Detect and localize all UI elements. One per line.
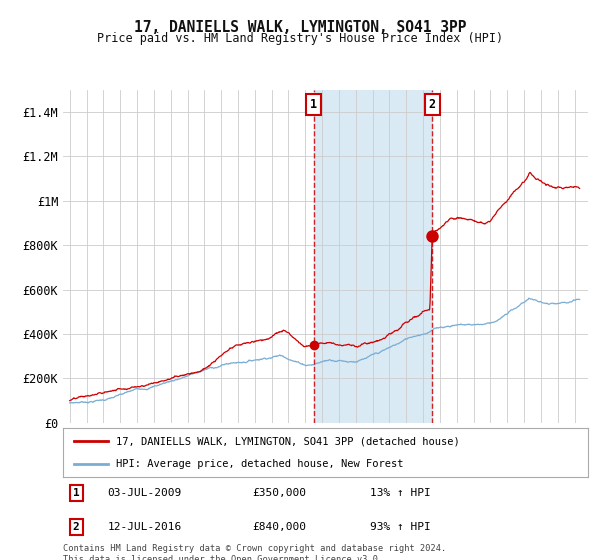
Text: 03-JUL-2009: 03-JUL-2009 <box>107 488 182 498</box>
Text: 1: 1 <box>310 98 317 111</box>
Text: 2: 2 <box>73 522 79 532</box>
Text: HPI: Average price, detached house, New Forest: HPI: Average price, detached house, New … <box>115 459 403 469</box>
Text: 17, DANIELLS WALK, LYMINGTON, SO41 3PP: 17, DANIELLS WALK, LYMINGTON, SO41 3PP <box>134 20 466 35</box>
Text: 93% ↑ HPI: 93% ↑ HPI <box>370 522 431 532</box>
Text: 12-JUL-2016: 12-JUL-2016 <box>107 522 182 532</box>
Text: £350,000: £350,000 <box>252 488 306 498</box>
Text: 2: 2 <box>428 98 436 111</box>
Text: 17, DANIELLS WALK, LYMINGTON, SO41 3PP (detached house): 17, DANIELLS WALK, LYMINGTON, SO41 3PP (… <box>115 436 459 446</box>
Text: £840,000: £840,000 <box>252 522 306 532</box>
Text: Contains HM Land Registry data © Crown copyright and database right 2024.
This d: Contains HM Land Registry data © Crown c… <box>63 544 446 560</box>
Text: 1: 1 <box>73 488 79 498</box>
Bar <box>314 90 432 423</box>
Text: 13% ↑ HPI: 13% ↑ HPI <box>370 488 431 498</box>
Text: Price paid vs. HM Land Registry's House Price Index (HPI): Price paid vs. HM Land Registry's House … <box>97 32 503 45</box>
